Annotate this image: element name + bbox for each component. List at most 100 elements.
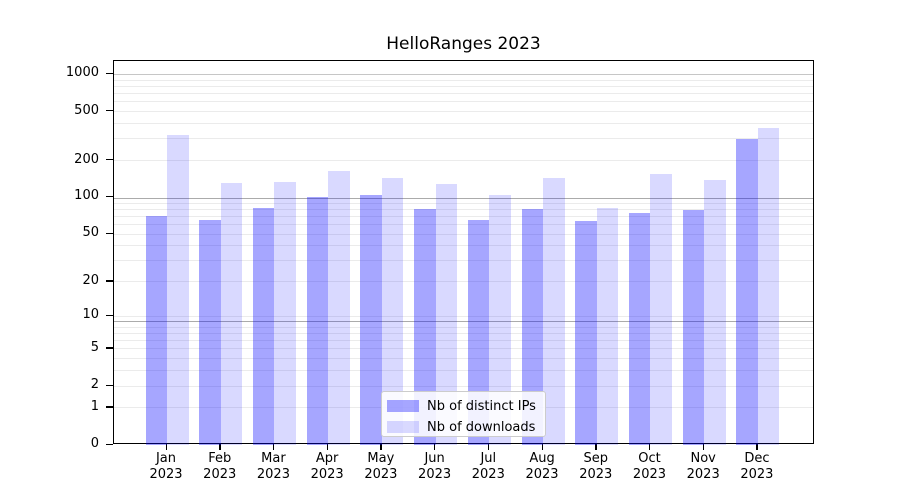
bar-distinct-ips-may bbox=[360, 194, 382, 445]
x-tick-label-sep: Sep 2023 bbox=[579, 451, 613, 482]
legend-swatch-distinct-ips bbox=[387, 400, 419, 412]
y-tick-label-1: 1 bbox=[90, 398, 99, 414]
y-tick-mark-1000 bbox=[106, 72, 113, 75]
bar-downloads-may bbox=[381, 177, 404, 445]
y-tick-mark-100 bbox=[106, 195, 113, 198]
x-tick-label-mar: Mar 2023 bbox=[256, 451, 290, 482]
y-tick-label-5: 5 bbox=[90, 339, 99, 355]
bar-downloads-aug bbox=[543, 178, 565, 445]
gridline-70 bbox=[114, 215, 813, 217]
x-tick-mark-nov bbox=[702, 444, 704, 450]
gridline-400 bbox=[114, 123, 813, 124]
x-tick-mark-sep bbox=[595, 444, 597, 450]
x-tick-mark-aug bbox=[541, 444, 543, 450]
bar-distinct-ips-jan bbox=[145, 215, 167, 445]
gridline-3 bbox=[114, 370, 813, 372]
gridline-4 bbox=[114, 358, 813, 360]
gridline-50 bbox=[114, 233, 813, 235]
gridline-500 bbox=[114, 111, 813, 113]
bar-distinct-ips-feb bbox=[199, 220, 221, 445]
x-tick-label-apr: Apr 2023 bbox=[310, 451, 344, 482]
legend-item-distinct-ips: Nb of distinct IPs bbox=[387, 397, 539, 415]
x-tick-mark-jun bbox=[434, 444, 436, 450]
bar-downloads-nov bbox=[704, 179, 726, 445]
gridline-999 bbox=[114, 74, 813, 75]
y-tick-mark-200 bbox=[106, 159, 113, 161]
bar-downloads-jul bbox=[489, 195, 511, 445]
x-tick-label-dec: Dec 2023 bbox=[740, 451, 774, 482]
gridline-5 bbox=[114, 348, 813, 350]
bar-distinct-ips-mar bbox=[252, 207, 275, 445]
x-tick-mark-mar bbox=[272, 444, 275, 450]
gridline-800 bbox=[114, 85, 813, 87]
gridline-40 bbox=[114, 245, 813, 247]
gridline-2 bbox=[114, 385, 813, 387]
y-tick-label-200: 200 bbox=[74, 151, 99, 167]
y-tick-label-10: 10 bbox=[82, 307, 99, 323]
y-tick-mark-20 bbox=[106, 280, 113, 282]
x-tick-mark-jul bbox=[487, 444, 490, 450]
bar-distinct-ips-nov bbox=[682, 209, 705, 445]
bar-distinct-ips-jul bbox=[467, 220, 490, 445]
y-tick-mark-5 bbox=[106, 347, 113, 349]
gridline-90 bbox=[114, 202, 813, 204]
x-tick-mark-dec bbox=[756, 444, 758, 450]
bar-downloads-jun bbox=[435, 183, 458, 445]
x-tick-mark-apr bbox=[326, 444, 328, 450]
x-tick-mark-oct bbox=[648, 444, 651, 450]
bar-distinct-ips-jun bbox=[414, 209, 436, 445]
bar-downloads-jan bbox=[167, 134, 189, 445]
y-tick-label-50: 50 bbox=[82, 225, 99, 241]
bar-downloads-sep bbox=[596, 207, 619, 445]
y-tick-mark-10 bbox=[106, 314, 113, 317]
gridline-8 bbox=[114, 326, 813, 328]
y-tick-label-20: 20 bbox=[82, 272, 99, 288]
y-tick-mark-0 bbox=[106, 443, 113, 445]
x-tick-mark-feb bbox=[219, 444, 221, 450]
y-tick-label-100: 100 bbox=[74, 188, 99, 204]
gridline-7 bbox=[114, 332, 813, 334]
bar-downloads-oct bbox=[650, 174, 672, 445]
bar-distinct-ips-sep bbox=[575, 221, 597, 445]
y-tick-mark-2 bbox=[106, 384, 113, 386]
gridline-700 bbox=[114, 93, 813, 95]
gridline-99 bbox=[114, 197, 813, 199]
bar-downloads-mar bbox=[274, 181, 296, 445]
x-tick-label-jul: Jul 2023 bbox=[471, 451, 505, 482]
y-tick-label-1000: 1000 bbox=[65, 65, 99, 81]
y-tick-mark-500 bbox=[106, 110, 113, 112]
gridline-6 bbox=[114, 340, 813, 342]
gridline-30 bbox=[114, 260, 813, 262]
y-tick-mark-1 bbox=[106, 406, 113, 408]
y-tick-mark-50 bbox=[106, 232, 113, 234]
legend-swatch-downloads bbox=[387, 421, 419, 433]
gridline-9 bbox=[114, 321, 813, 322]
bar-distinct-ips-apr bbox=[306, 197, 329, 445]
y-tick-label-2: 2 bbox=[90, 377, 99, 393]
x-tick-label-may: May 2023 bbox=[364, 451, 398, 482]
x-tick-label-oct: Oct 2023 bbox=[632, 451, 667, 482]
bar-downloads-dec bbox=[757, 127, 780, 445]
y-tick-label-0: 0 bbox=[90, 436, 99, 451]
bar-distinct-ips-dec bbox=[736, 139, 758, 445]
x-tick-label-jun: Jun 2023 bbox=[418, 451, 452, 482]
x-tick-mark-may bbox=[380, 444, 382, 450]
gridline-600 bbox=[114, 101, 813, 103]
gridline-80 bbox=[114, 208, 813, 210]
gridline-20 bbox=[114, 281, 813, 283]
legend-label-distinct-ips: Nb of distinct IPs bbox=[427, 398, 536, 414]
x-tick-label-nov: Nov 2023 bbox=[686, 451, 720, 482]
bar-downloads-feb bbox=[220, 182, 243, 445]
gridline-300 bbox=[114, 138, 813, 140]
plot-area: Nb of distinct IPs Nb of downloads bbox=[113, 60, 814, 445]
bar-downloads-apr bbox=[328, 170, 350, 445]
legend: Nb of distinct IPs Nb of downloads bbox=[381, 391, 546, 437]
legend-item-downloads: Nb of downloads bbox=[387, 418, 539, 436]
gridline-10 bbox=[114, 315, 813, 317]
x-tick-label-jan: Jan 2023 bbox=[149, 451, 183, 482]
gridline-900 bbox=[114, 79, 813, 81]
x-tick-label-aug: Aug 2023 bbox=[525, 451, 559, 482]
x-tick-label-feb: Feb 2023 bbox=[203, 451, 237, 482]
bar-distinct-ips-aug bbox=[521, 209, 544, 445]
